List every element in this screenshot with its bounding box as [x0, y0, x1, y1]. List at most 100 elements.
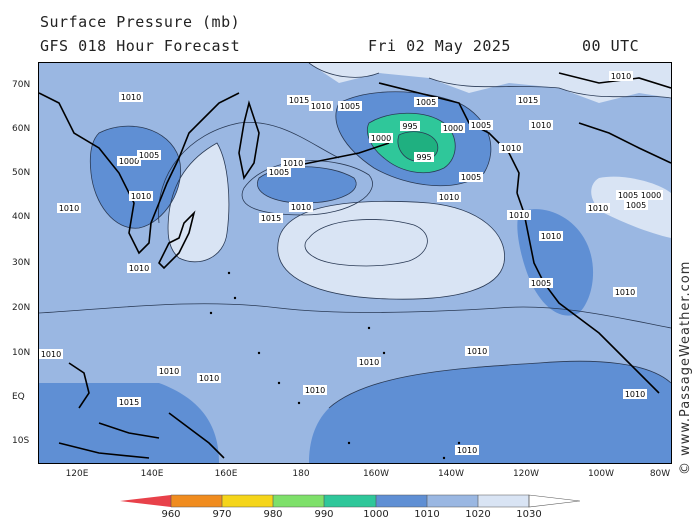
contour-label: 1010 — [127, 263, 151, 273]
contour-label: 1010 — [465, 346, 489, 356]
contour-label: 1005 — [469, 120, 493, 130]
contour-label: 1010 — [281, 158, 305, 168]
colorbar-swatch-960 — [120, 495, 171, 507]
lat-label-10n: 10N — [12, 348, 31, 358]
lon-label-160e: 160E — [214, 469, 238, 479]
forecast-time: 00 UTC — [582, 37, 640, 55]
svg-text:1010: 1010 — [121, 93, 141, 102]
colorbar-tick-970: 970 — [212, 509, 232, 520]
contour-label: 1000 — [369, 133, 393, 143]
contour-label: 1000 — [117, 156, 141, 166]
lat-label-10s: 10S — [12, 436, 30, 446]
colorbar-tick-1020: 1020 — [465, 509, 491, 520]
svg-text:1010: 1010 — [129, 264, 149, 273]
lon-label-120w: 120W — [512, 469, 540, 479]
high-east-pacific — [277, 201, 505, 300]
contour-label: 1005 — [137, 150, 161, 160]
svg-text:1010: 1010 — [159, 367, 179, 376]
svg-text:1010: 1010 — [509, 211, 529, 220]
contour-label: 1000 — [639, 190, 663, 200]
contour-label: 1010 — [309, 101, 333, 111]
contour-label: 1000 — [441, 123, 465, 133]
lat-label-70n: 70N — [12, 80, 31, 90]
low-south-pacific — [309, 361, 671, 463]
svg-text:1010: 1010 — [615, 288, 635, 297]
contour-label: 1010 — [129, 191, 153, 201]
contour-label: 995 — [414, 152, 434, 162]
low-north-america — [517, 209, 594, 316]
lon-label-140e: 140E — [140, 469, 164, 479]
colorbar-tick-990: 990 — [314, 509, 334, 520]
svg-text:1005: 1005 — [618, 191, 638, 200]
lat-label-20n: 20N — [12, 303, 31, 313]
contour-label: 1005 — [267, 167, 291, 177]
lon-label-140w: 140W — [437, 469, 465, 479]
contour-label: 1010 — [437, 192, 461, 202]
svg-text:1000: 1000 — [371, 134, 391, 143]
svg-text:1010: 1010 — [625, 390, 645, 399]
colorbar-swatch-1020 — [427, 495, 478, 507]
svg-text:1010: 1010 — [311, 102, 331, 111]
website-credit: © www.PassageWeather.com — [678, 260, 693, 475]
map-title: Surface Pressure (mb) — [40, 13, 241, 31]
svg-text:995: 995 — [402, 122, 417, 131]
svg-text:1000: 1000 — [119, 157, 139, 166]
contour-label: 1010 — [507, 210, 531, 220]
contour-label: 1010 — [499, 143, 523, 153]
svg-text:1010: 1010 — [199, 374, 219, 383]
svg-text:1010: 1010 — [283, 159, 303, 168]
lat-label-60n: 60N — [12, 124, 31, 134]
colorbar-swatch-1000 — [324, 495, 376, 507]
contour-label: 1010 — [623, 389, 647, 399]
forecast-date: Fri 02 May 2025 — [368, 37, 511, 55]
svg-text:1005: 1005 — [269, 168, 289, 177]
svg-text:1010: 1010 — [457, 446, 477, 455]
contour-label: 1010 — [357, 357, 381, 367]
colorbar-tick-980: 980 — [263, 509, 283, 520]
svg-text:1010: 1010 — [131, 192, 151, 201]
contour-label: 1015 — [287, 95, 311, 105]
svg-text:1015: 1015 — [261, 214, 281, 223]
svg-text:1010: 1010 — [359, 358, 379, 367]
svg-text:1005: 1005 — [461, 173, 481, 182]
svg-text:1015: 1015 — [289, 96, 309, 105]
contour-label: 1005 — [624, 200, 648, 210]
contour-label: 1010 — [609, 71, 633, 81]
svg-text:1010: 1010 — [531, 121, 551, 130]
svg-text:1010: 1010 — [588, 204, 608, 213]
svg-text:1005: 1005 — [416, 98, 436, 107]
svg-text:1015: 1015 — [518, 96, 538, 105]
high-west-pacific — [168, 143, 229, 262]
contour-label: 1010 — [39, 349, 63, 359]
colorbar-tick-960: 960 — [161, 509, 181, 520]
svg-text:1005: 1005 — [626, 201, 646, 210]
lat-label-30n: 30N — [12, 258, 31, 268]
lon-label-160w: 160W — [362, 469, 390, 479]
svg-text:1010: 1010 — [611, 72, 631, 81]
contour-label: 1005 — [616, 190, 640, 200]
contour-label: 1010 — [613, 287, 637, 297]
colorbar-swatch-1010 — [376, 495, 427, 507]
colorbar-tick-1030: 1030 — [516, 509, 542, 520]
pressure-map: 1010 1015 1005 1010 1005 1000 995 995 10… — [38, 62, 672, 464]
contour-label: 1010 — [157, 366, 181, 376]
contour-label: 1010 — [586, 203, 610, 213]
colorbar-swatch-1030 — [478, 495, 529, 507]
svg-text:1010: 1010 — [541, 232, 561, 241]
colorbar-tick-1000: 1000 — [363, 509, 389, 520]
svg-text:1000: 1000 — [641, 191, 661, 200]
contour-label: 1015 — [117, 397, 141, 407]
contour-label: 995 — [400, 121, 420, 131]
colorbar-swatch-970 — [171, 495, 222, 507]
svg-text:1010: 1010 — [291, 203, 311, 212]
svg-text:1010: 1010 — [59, 204, 79, 213]
contour-label: 1015 — [259, 213, 283, 223]
lon-label-180: 180 — [292, 469, 310, 479]
svg-text:995: 995 — [416, 153, 431, 162]
colorbar-swatch-980 — [222, 495, 273, 507]
lat-label-40n: 40N — [12, 212, 31, 222]
lat-label-eq: EQ — [12, 392, 25, 402]
lon-label-120e: 120E — [65, 469, 89, 479]
forecast-subtitle: GFS 018 Hour Forecast — [40, 37, 241, 55]
colorbar-tick-1010: 1010 — [414, 509, 440, 520]
